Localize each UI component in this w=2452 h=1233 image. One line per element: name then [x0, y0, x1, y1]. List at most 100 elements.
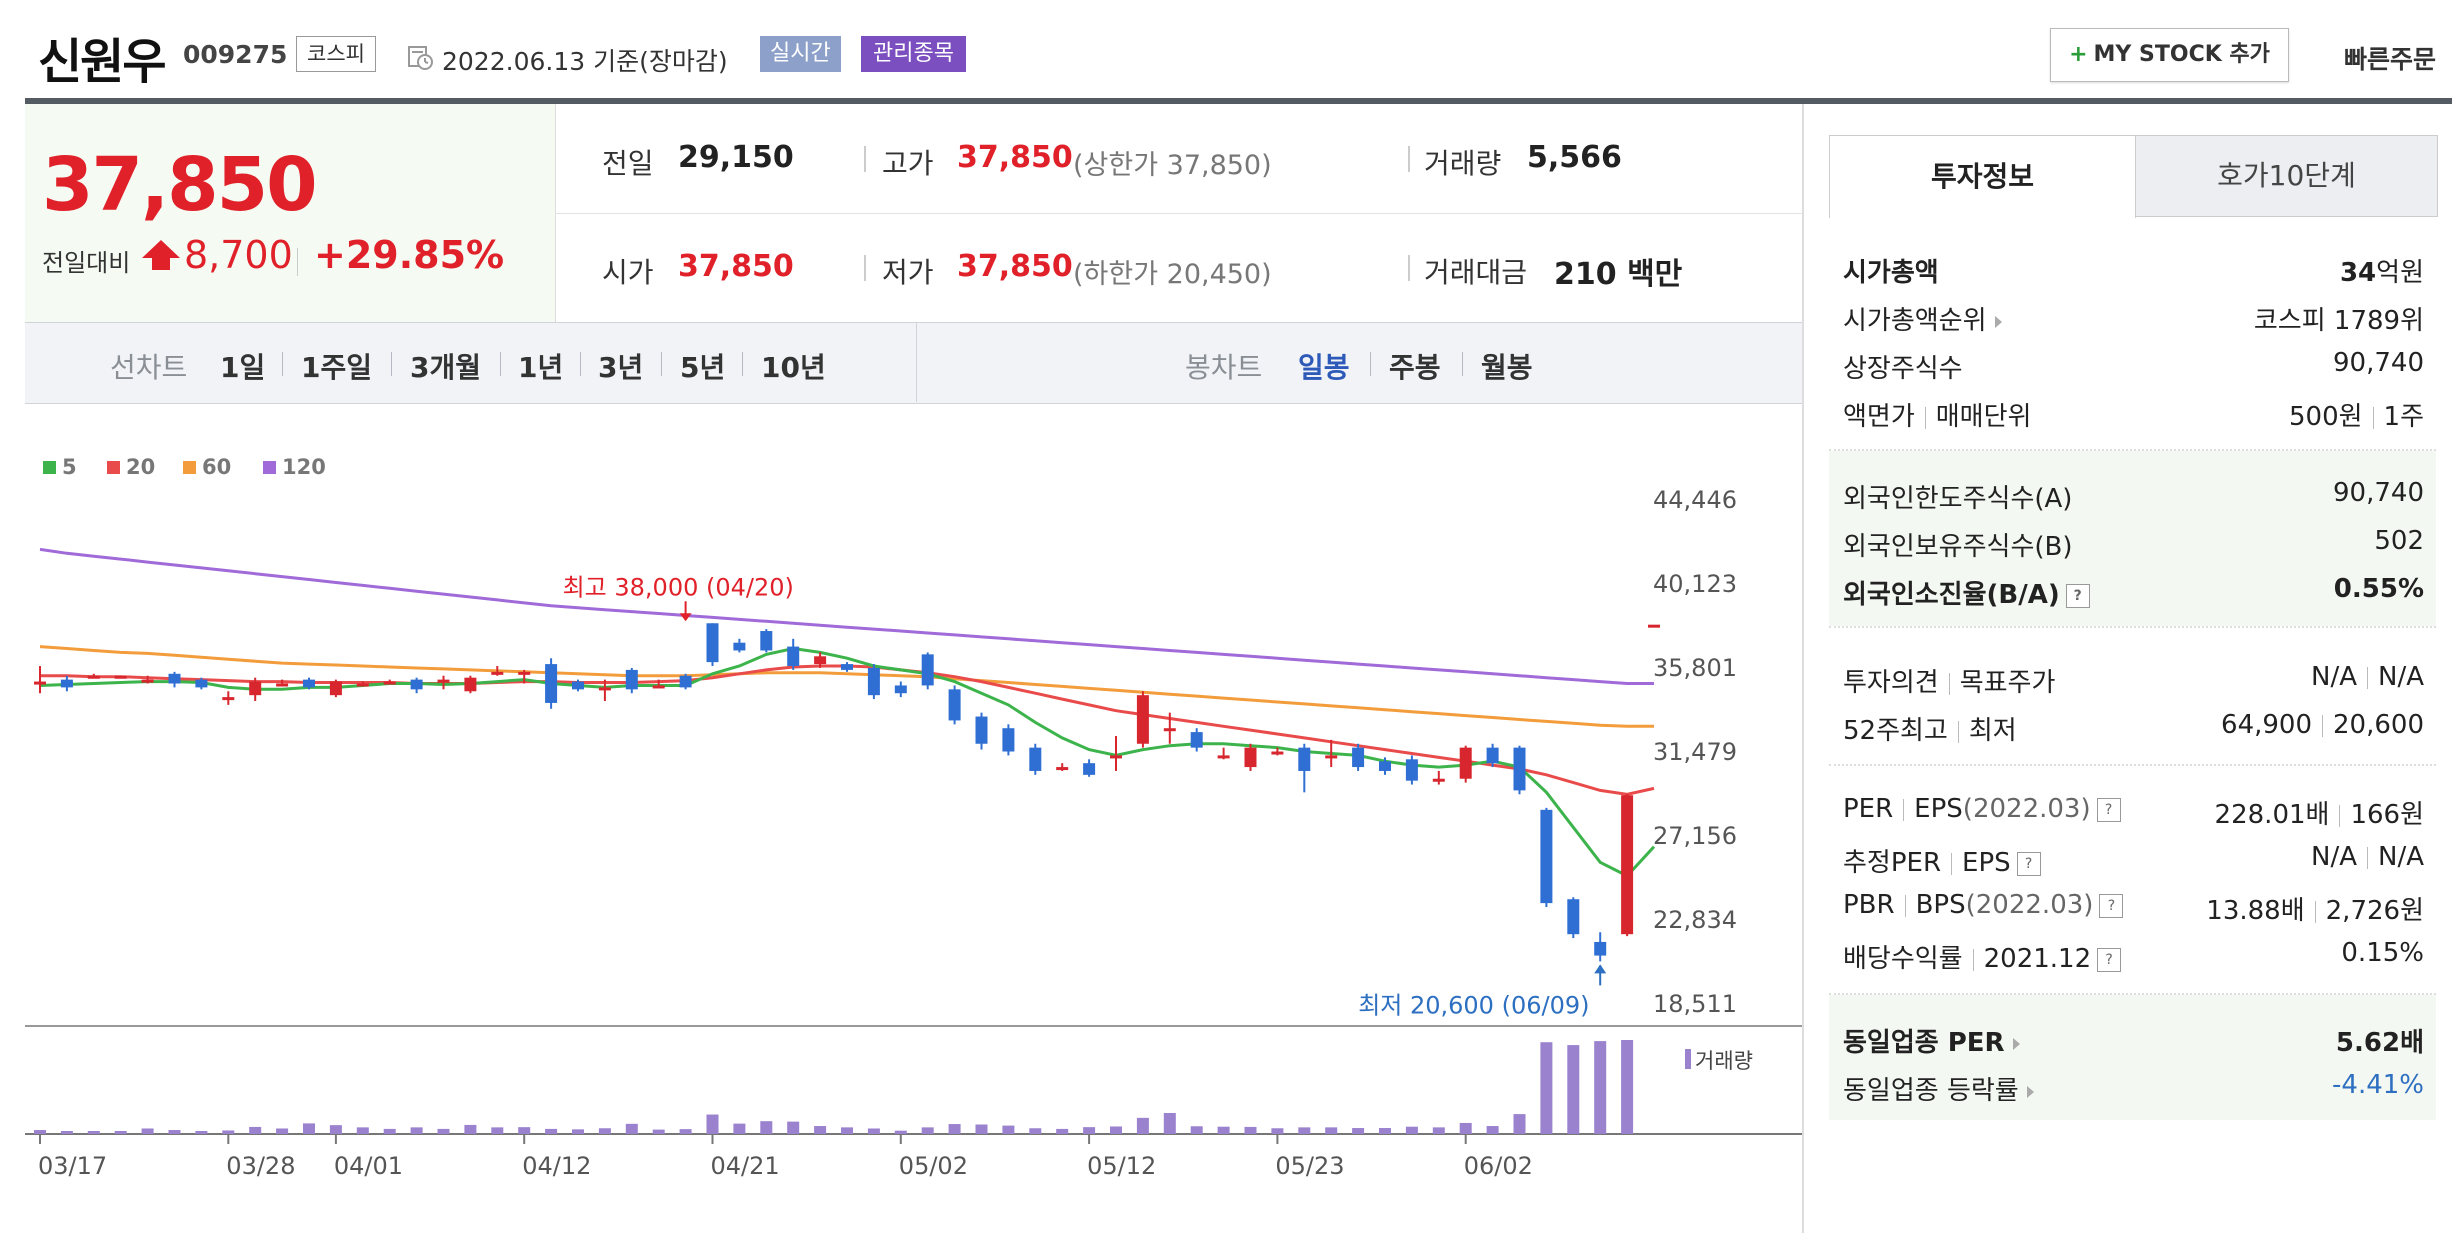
- candle: [1163, 728, 1176, 732]
- volume-bar: [303, 1123, 315, 1134]
- volume-bar: [598, 1128, 611, 1134]
- divider: [1462, 352, 1463, 376]
- candle: [1513, 747, 1526, 791]
- candle: [1136, 695, 1149, 744]
- chevron-right-icon: [2012, 1037, 2020, 1050]
- candle: [329, 681, 342, 696]
- sector-change-link[interactable]: 동일업종 등락률: [1843, 1070, 2034, 1107]
- candle: [841, 664, 853, 670]
- candle: [598, 687, 611, 691]
- candle: [894, 685, 907, 694]
- market-cap-rank-link[interactable]: 시가총액순위: [1843, 300, 2002, 337]
- pbr-bps-label: PBR BPS(2022.03)?: [1843, 890, 2124, 920]
- low-annotation: 최저 20,600 (06/09): [1358, 991, 1589, 1019]
- candle: [1432, 778, 1445, 782]
- market-cap-label: 시가총액: [1843, 258, 1939, 288]
- candle: [1271, 751, 1284, 755]
- ma60-line: [39, 645, 1654, 728]
- divider: [1829, 764, 2436, 766]
- candle: [1298, 747, 1311, 771]
- candle: [572, 681, 584, 690]
- market-cap-value: 34억원: [2339, 258, 2424, 288]
- foreign-rate-label: 외국인소진율(B/A)?: [1843, 574, 2090, 611]
- divider: [1408, 255, 1410, 281]
- candle: [1486, 747, 1499, 764]
- quick-order-link[interactable]: 빠른주문: [2344, 45, 2437, 74]
- help-icon[interactable]: ?: [2065, 583, 2090, 608]
- volume-legend-label: 거래량: [1695, 1049, 1753, 1073]
- divider: [1829, 993, 2436, 995]
- plus-icon: +: [2069, 42, 2088, 67]
- candle: [733, 642, 746, 651]
- candle: [1352, 747, 1365, 768]
- dividend-label: 배당수익률 2021.12?: [1843, 938, 2122, 975]
- tab-candle-chart[interactable]: 봉차트: [1185, 351, 1263, 384]
- volume-bar: [1056, 1128, 1069, 1134]
- tab-period-1w[interactable]: 1주일: [301, 351, 373, 384]
- amount-label: 거래대금: [1424, 256, 1528, 289]
- help-icon[interactable]: ?: [2097, 947, 2122, 972]
- volume-bar: [1540, 1042, 1553, 1134]
- opinion-label: 투자의견 목표주가: [1843, 668, 2056, 698]
- legend-label: 60: [202, 455, 231, 479]
- candle: [303, 679, 315, 688]
- per-eps-value: 228.01배 166원: [2214, 800, 2424, 830]
- divider: [555, 213, 1802, 214]
- realtime-badge[interactable]: 실시간: [760, 36, 841, 72]
- volume-bar: [625, 1123, 638, 1134]
- y-tick-label: 27,156: [1653, 822, 1737, 850]
- legend-label: 120: [282, 455, 326, 479]
- tab-period-3y[interactable]: 3년: [598, 351, 644, 384]
- tab-period-1y[interactable]: 1년: [518, 351, 564, 384]
- candle: [1056, 767, 1069, 771]
- current-price: 37,850: [42, 142, 318, 228]
- volume-bar: [34, 1130, 46, 1134]
- price-chart[interactable]: 5 20 60 120 44,446 40,123 35,801 31,479 27,156 22…: [25, 404, 1802, 1233]
- candle: [276, 683, 289, 687]
- tab-period-5y[interactable]: 5년: [680, 351, 726, 384]
- tab-candle-monthly[interactable]: 월봉: [1481, 351, 1533, 384]
- tab-line-chart[interactable]: 선차트: [110, 351, 188, 384]
- help-icon[interactable]: ?: [2099, 893, 2124, 918]
- volume-bar: [437, 1128, 450, 1134]
- diff-label: 전일대비: [42, 249, 131, 277]
- volume-bar: [276, 1128, 289, 1134]
- legend-swatch: [43, 461, 56, 474]
- divider: [500, 352, 501, 376]
- week52-value: 64,900 20,600: [2221, 710, 2424, 740]
- divider: [580, 352, 581, 376]
- dividend-value: 0.15%: [2341, 938, 2424, 968]
- per-eps-label: PER EPS(2022.03)?: [1843, 794, 2121, 824]
- volume-bar: [464, 1124, 477, 1134]
- tab-candle-daily[interactable]: 일봉: [1298, 351, 1350, 384]
- ma120-line: [39, 547, 1654, 685]
- tab-period-3m[interactable]: 3개월: [410, 351, 482, 384]
- add-mystock-button[interactable]: + MY STOCK 추가: [2050, 28, 2289, 82]
- tab-period-10y[interactable]: 10년: [761, 351, 826, 384]
- volume-value: 5,566: [1527, 140, 1622, 175]
- candle: [34, 681, 46, 685]
- x-tick-label: 05/12: [1087, 1152, 1156, 1180]
- est-per-value: N/A N/A: [2311, 842, 2424, 872]
- candle: [222, 697, 235, 701]
- y-tick-label: 35,801: [1653, 654, 1737, 682]
- y-tick-label: 18,511: [1653, 990, 1737, 1018]
- tab-candle-weekly[interactable]: 주봉: [1389, 351, 1441, 384]
- tab-invest-info[interactable]: 투자정보: [1829, 135, 2136, 218]
- tab-period-1d[interactable]: 1일: [220, 351, 266, 384]
- volume-bar: [1594, 1041, 1607, 1134]
- prev-label: 전일: [602, 147, 654, 180]
- candle: [1002, 728, 1015, 752]
- par-value-value: 500원 1주: [2288, 402, 2424, 432]
- volume-bar: [329, 1125, 342, 1134]
- candle: [60, 679, 73, 688]
- divider: [282, 352, 283, 376]
- candle: [1594, 941, 1607, 956]
- volume-bar: [1567, 1045, 1580, 1134]
- help-icon[interactable]: ?: [2096, 797, 2121, 822]
- help-icon[interactable]: ?: [2016, 851, 2041, 876]
- volume-legend-swatch: [1685, 1049, 1691, 1069]
- candle: [1217, 755, 1230, 759]
- sector-per-link[interactable]: 동일업종 PER: [1843, 1022, 2020, 1059]
- tab-orderbook-10[interactable]: 호가10단계: [2135, 135, 2438, 217]
